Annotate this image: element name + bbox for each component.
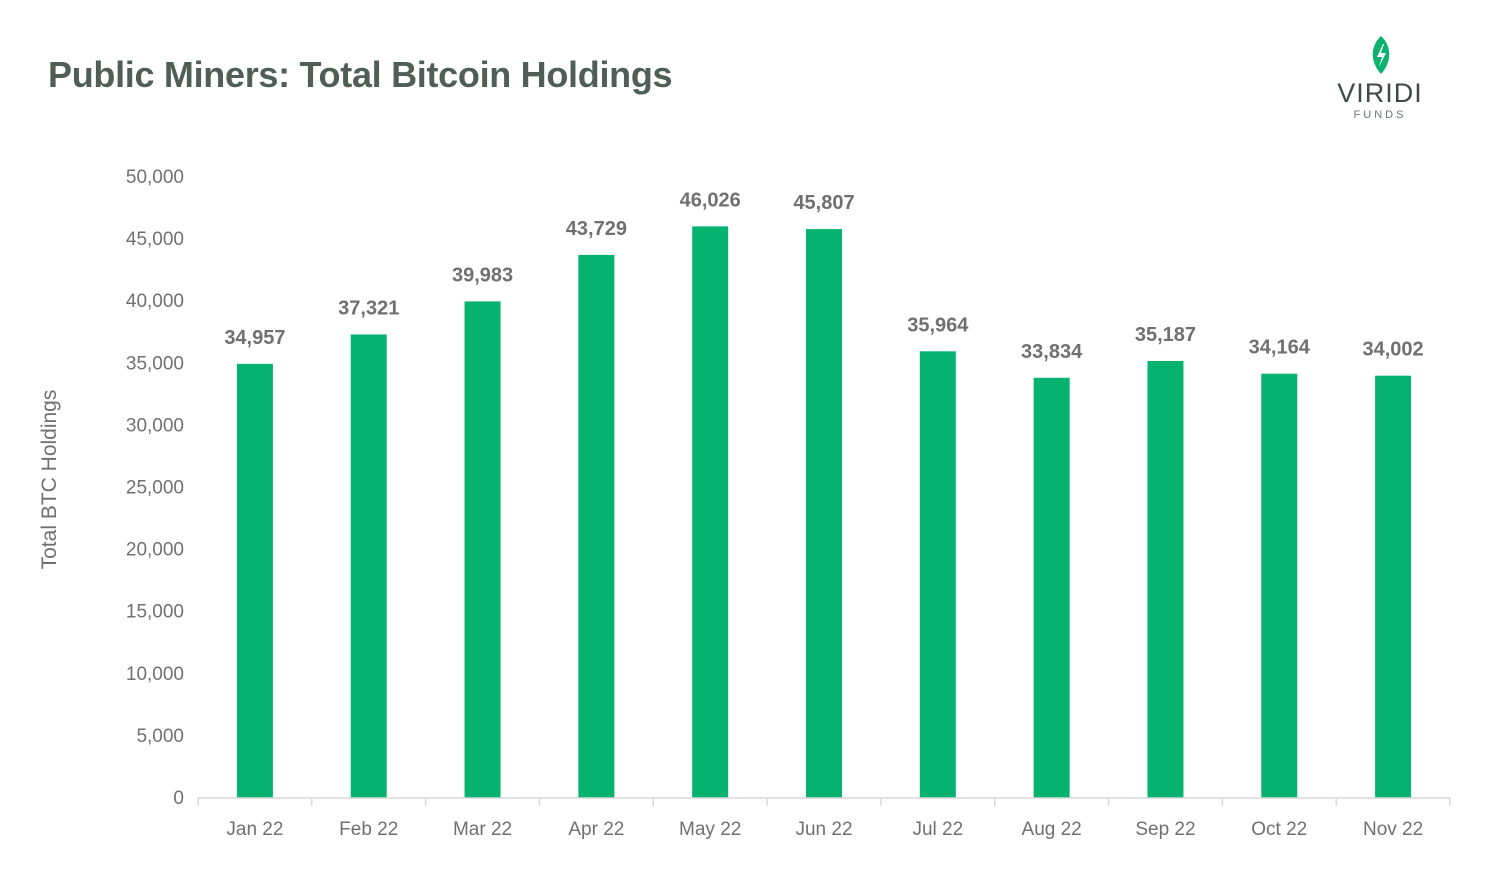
bar [1261,373,1298,798]
data-label: 34,164 [1249,337,1311,359]
x-tick-label: Mar 22 [453,819,512,840]
x-tick-label: Aug 22 [1022,819,1082,840]
data-label: 35,964 [907,314,969,336]
data-label: 43,729 [566,218,627,240]
data-labels: 34,957 37,321 39,983 43,729 46,026 45,807 35,9… [224,189,1423,362]
bar [692,226,729,799]
y-tick-label: 15,000 [126,602,184,623]
bar [1375,375,1412,798]
bar [578,254,615,799]
data-label: 34,957 [224,327,285,349]
logo-subtitle: FUNDS [1353,109,1407,121]
x-tick-label: Jun 22 [795,819,852,840]
y-axis-title: Total BTC Holdings [38,390,61,570]
x-tick-label: Sep 22 [1135,819,1195,840]
data-label: 35,187 [1135,324,1196,346]
bar [1033,377,1070,798]
bars [236,226,1412,799]
logo-name: VIRIDI [1337,78,1423,108]
y-tick-label: 25,000 [126,478,184,499]
chart-title: Public Miners: Total Bitcoin Holdings [48,54,673,95]
data-label: 33,834 [1021,341,1083,363]
bar [236,363,273,798]
y-tick-label: 10,000 [126,664,184,685]
bar [919,351,956,798]
x-tick-label: Jan 22 [226,819,283,840]
y-tick-label: 20,000 [126,540,184,561]
x-tick-label: May 22 [679,819,741,840]
viridi-logo: VIRIDI FUNDS [1326,34,1434,124]
x-axis: Jan 22 Feb 22 Mar 22 Apr 22 May 22 Jun 22 Jul … [197,797,1451,840]
bar [350,334,387,798]
y-axis-title-group: Total BTC Holdings [38,390,61,570]
x-tick-label: Oct 22 [1251,819,1307,840]
data-label: 34,002 [1363,339,1424,361]
data-label: 45,807 [793,192,854,214]
x-tick-label: Feb 22 [339,819,398,840]
y-tick-label: 5,000 [136,726,184,747]
y-tick-label: 40,000 [126,291,184,312]
bar [806,229,842,799]
y-tick-label: 50,000 [126,167,184,188]
y-tick-label: 30,000 [126,415,184,436]
x-tick-label: Nov 22 [1363,819,1423,840]
data-label: 39,983 [452,264,513,286]
bar [1147,360,1184,798]
leaf-lightning-icon [1372,36,1390,74]
x-tick-label: Jul 22 [912,819,963,840]
data-label: 46,026 [680,189,741,211]
y-tick-label: 45,000 [126,229,184,250]
y-tick-labels: 0 5,000 10,000 15,000 20,000 25,000 30,000 35,0… [126,167,184,809]
y-tick-label: 35,000 [126,353,184,374]
data-label: 37,321 [338,297,399,319]
bar [464,301,501,798]
y-tick-label: 0 [173,788,184,809]
x-tick-label: Apr 22 [568,819,624,840]
